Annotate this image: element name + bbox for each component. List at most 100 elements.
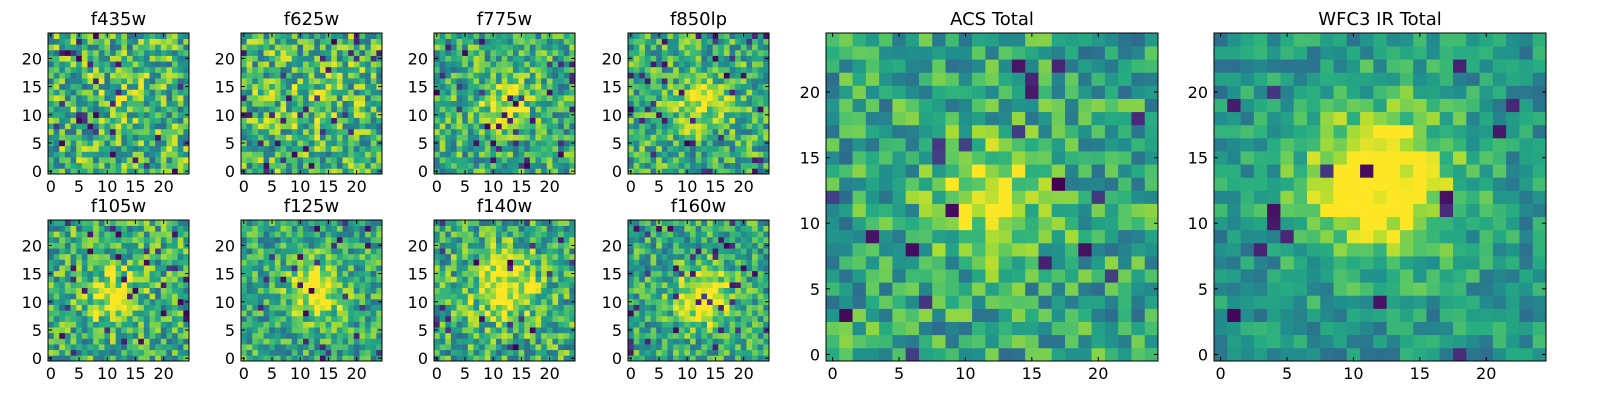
- y-tick-label: 10: [215, 106, 235, 125]
- heatmap-cell: [121, 100, 128, 107]
- heatmap-cell: [656, 310, 663, 317]
- heatmap-cell: [126, 225, 133, 232]
- heatmap-cell: [496, 355, 503, 362]
- heatmap-cell: [678, 276, 685, 283]
- heatmap-cell: [325, 117, 332, 124]
- heatmap-cell: [558, 72, 565, 79]
- heatmap-cell: [524, 89, 531, 96]
- heatmap-cell: [462, 128, 469, 135]
- heatmap-cell: [48, 89, 54, 96]
- heatmap-cell: [462, 332, 469, 339]
- heatmap-cell: [456, 117, 463, 124]
- heatmap-cell: [718, 55, 725, 62]
- heatmap-cell: [303, 111, 310, 118]
- heatmap-cell: [291, 128, 298, 135]
- heatmap-cell: [126, 168, 133, 175]
- heatmap-cell: [763, 89, 770, 96]
- heatmap-cell: [348, 157, 355, 164]
- heatmap-cell: [370, 111, 377, 118]
- heatmap-cell: [633, 310, 640, 317]
- heatmap-cell: [467, 287, 474, 294]
- y-tick-label: 0: [418, 162, 428, 181]
- heatmap-cell: [64, 349, 71, 356]
- heatmap-cell: [132, 61, 139, 68]
- heatmap-cell: [143, 270, 150, 277]
- heatmap-cell: [70, 242, 77, 249]
- heatmap-cell: [348, 140, 355, 147]
- heatmap-cell: [291, 231, 298, 238]
- heatmap-cell: [434, 44, 440, 51]
- heatmap-cell: [336, 225, 343, 232]
- heatmap-cell: [445, 145, 452, 152]
- heatmap-cell: [336, 128, 343, 135]
- heatmap-cell: [563, 95, 570, 102]
- heatmap-cell: [558, 33, 565, 39]
- heatmap-cell: [661, 293, 668, 300]
- heatmap-cell: [143, 338, 150, 345]
- heatmap-cell: [126, 310, 133, 317]
- heatmap-cell: [160, 293, 167, 300]
- heatmap-cell: [149, 38, 156, 45]
- heatmap-cell: [450, 248, 457, 255]
- heatmap-cell: [87, 310, 94, 317]
- heatmap-cell: [53, 145, 60, 152]
- heatmap-cell: [149, 253, 156, 260]
- heatmap-cell: [701, 162, 708, 169]
- heatmap-cell: [155, 157, 162, 164]
- heatmap-cell: [252, 236, 259, 243]
- heatmap-cell: [376, 134, 383, 141]
- heatmap-cell: [552, 304, 559, 311]
- heatmap-cell: [303, 298, 310, 305]
- heatmap-cell: [280, 145, 287, 152]
- heatmap-cell: [149, 33, 156, 39]
- heatmap-cell: [695, 321, 702, 328]
- heatmap-cell: [757, 327, 764, 334]
- heatmap-cell: [524, 265, 531, 272]
- heatmap-cell: [439, 276, 446, 283]
- heatmap-cell: [445, 38, 452, 45]
- heatmap-cell: [695, 332, 702, 339]
- heatmap-cell: [735, 298, 742, 305]
- heatmap-cell: [303, 225, 310, 232]
- heatmap-cell: [445, 66, 452, 73]
- heatmap-cell: [746, 338, 753, 345]
- heatmap-cell: [121, 55, 128, 62]
- heatmap-cell: [667, 293, 674, 300]
- heatmap-cell: [558, 61, 565, 68]
- heatmap-cell: [166, 128, 173, 135]
- heatmap-cell: [70, 162, 77, 169]
- heatmap-cell: [628, 349, 634, 356]
- heatmap-cell: [695, 151, 702, 158]
- heatmap-cell: [274, 89, 281, 96]
- heatmap-cell: [524, 168, 531, 175]
- heatmap-cell: [370, 270, 377, 277]
- heatmap-cell: [252, 225, 259, 232]
- heatmap-cell: [76, 248, 83, 255]
- heatmap-cell: [110, 259, 117, 266]
- heatmap-cell: [490, 259, 497, 266]
- heatmap-cell: [183, 344, 190, 351]
- x-tick-label: 0: [626, 177, 636, 196]
- heatmap-cell: [121, 106, 128, 113]
- heatmap-cell: [138, 168, 145, 175]
- heatmap-cell: [297, 162, 304, 169]
- heatmap-cell: [53, 89, 60, 96]
- heatmap-cell: [467, 220, 474, 226]
- heatmap-cell: [87, 95, 94, 102]
- heatmap-cell: [370, 332, 377, 339]
- heatmap-cell: [628, 123, 634, 130]
- heatmap-cell: [93, 157, 100, 164]
- heatmap-cell: [87, 304, 94, 311]
- heatmap-cell: [546, 117, 553, 124]
- heatmap-cell: [763, 38, 770, 45]
- heatmap-cell: [87, 33, 94, 39]
- heatmap-cell: [126, 55, 133, 62]
- heatmap-cell: [445, 128, 452, 135]
- heatmap-cell: [434, 72, 440, 79]
- heatmap-cell: [501, 117, 508, 124]
- heatmap-cell: [370, 344, 377, 351]
- heatmap-cell: [535, 89, 542, 96]
- heatmap-cell: [308, 236, 315, 243]
- heatmap-cell: [64, 310, 71, 317]
- heatmap-cell: [98, 157, 105, 164]
